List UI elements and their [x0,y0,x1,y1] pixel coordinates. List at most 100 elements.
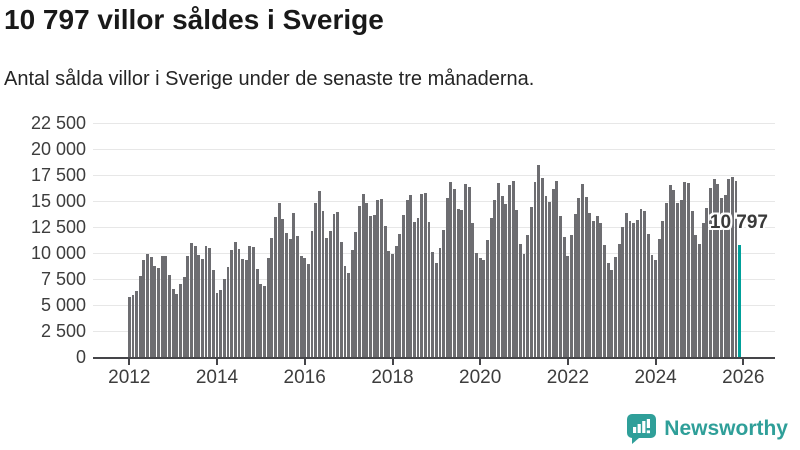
bar [361,193,365,357]
bar [383,226,387,357]
bar [222,278,226,357]
newsworthy-logo[interactable]: Newsworthy [627,414,788,444]
bar [328,231,332,357]
bar [518,244,522,357]
bar [504,204,508,357]
bar [376,200,380,357]
bar [672,189,676,357]
bar [197,254,201,357]
bar [581,184,584,357]
bar [621,227,625,357]
bar [138,275,142,357]
y-axis-tick-label: 20 000 [30,139,86,159]
y-axis-tick-label: 15 000 [30,191,86,211]
bar [467,186,471,357]
bar [570,234,573,357]
bar [412,222,416,357]
bar [233,242,237,357]
bar [135,290,139,357]
y-axis-tick-label: 12 500 [30,217,86,237]
bar [354,232,358,357]
bar [168,274,171,357]
bar [401,215,405,357]
bar [676,203,679,357]
x-axis-tick [391,359,394,365]
bar [387,251,391,357]
bar [613,257,617,357]
bar [442,229,446,357]
x-axis-tick-label: 2020 [459,367,502,388]
bar [654,259,658,357]
bar [332,214,336,357]
bar [529,207,533,357]
x-axis-tick-label: 2022 [546,367,590,388]
bar [347,273,351,357]
bar [164,256,168,357]
bar [303,258,307,357]
bar [533,181,537,357]
bar [712,178,716,357]
bar [559,216,563,357]
bar [215,293,219,357]
bar [438,248,442,357]
bar [230,250,234,357]
bar [730,177,734,357]
chart-title: 10 797 villor såldes i Sverige [4,4,384,35]
bar [460,210,464,357]
bar [252,247,255,357]
x-axis-tick-label: 2024 [634,367,677,388]
bar [500,195,504,357]
bar [295,236,299,357]
bar [314,203,318,357]
bar [244,259,248,357]
bar [453,189,457,357]
y-axis-tick-label: 5 000 [40,295,86,315]
bar [723,194,727,357]
bar [709,188,712,357]
bar [716,183,720,357]
bar [200,259,204,357]
bar [511,181,515,357]
highlighted-bar [738,244,742,357]
y-axis-tick-label: 10 000 [30,243,86,263]
y-axis-tick-label: 22 500 [30,113,86,133]
bar [478,258,482,357]
bar [285,233,288,357]
bar [409,195,413,357]
bar [507,185,511,357]
chart-subtitle: Antal sålda villor i Sverige under de se… [4,68,535,90]
x-axis-line [93,357,775,359]
bar [635,219,639,357]
bar [599,222,603,357]
y-axis-tick-label: 0 [75,347,86,367]
bar [263,286,266,357]
bar [292,213,296,357]
bar [321,211,325,357]
bar [646,234,650,357]
bar [694,234,698,357]
bar [548,201,552,357]
bar [683,181,687,357]
bar [211,269,215,357]
bar [339,242,343,357]
bar [617,243,621,357]
bar [336,212,340,357]
bar [372,214,376,357]
bar [661,221,665,357]
bar [698,243,701,357]
bar [149,257,153,357]
bar [394,245,398,357]
gridline [93,149,775,150]
bar [204,246,208,357]
bar [515,209,519,357]
bar [171,288,175,357]
bar [241,259,245,357]
bar [266,258,270,357]
x-axis-tick-label: 2026 [722,367,765,388]
bar [555,181,559,357]
bar [193,245,197,357]
bar [668,184,672,357]
bar [270,238,274,357]
y-axis-tick-label: 7 500 [40,269,86,289]
bar [186,255,190,357]
